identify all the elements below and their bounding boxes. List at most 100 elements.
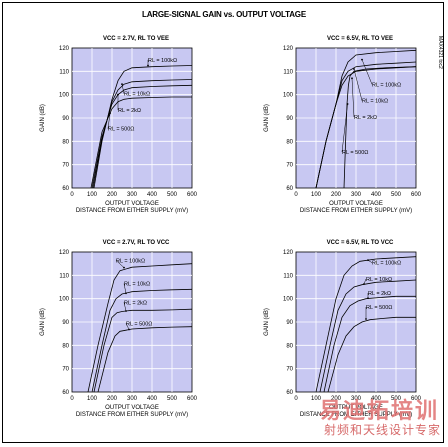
series-label: RL = 10kΩ: [366, 277, 392, 283]
y-tick-label: 80: [62, 139, 69, 145]
series-label: RL = 10kΩ: [124, 92, 150, 98]
x-axis-label-2: DISTANCE FROM EITHER SUPPLY (mV): [76, 412, 188, 418]
series-label: RL = 10kΩ: [124, 282, 150, 288]
x-axis-label-2: DISTANCE FROM EITHER SUPPLY (mV): [300, 208, 412, 214]
label-arrowhead: [128, 328, 130, 331]
label-arrowhead: [365, 318, 367, 320]
series-label: RL = 100kΩ: [372, 261, 401, 267]
series-label: RL = 100kΩ: [372, 82, 401, 88]
y-tick-label: 60: [62, 390, 69, 396]
series-label: RL = 100kΩ: [116, 258, 145, 264]
chart-title: VCC = 2.7V, RL TO VEE: [103, 36, 169, 42]
chart-bottom-left: VCC = 2.7V, RL TO VCC 0 100 200 300 400 500 600…: [40, 240, 198, 418]
series-line: [327, 316, 416, 392]
x-tick-label: 400: [371, 192, 382, 198]
chart-title: VCC = 6.5V, RL TO VEE: [327, 36, 393, 42]
y-tick-label: 100: [283, 297, 294, 303]
x-tick-label: 100: [311, 396, 322, 402]
x-axis-label-2: DISTANCE FROM EITHER SUPPLY (mV): [300, 412, 412, 418]
x-tick-label: 100: [87, 192, 98, 198]
x-tick-label: 400: [147, 192, 158, 198]
x-tick-label: 200: [107, 192, 118, 198]
y-axis-label: GAIN (dB): [40, 104, 46, 132]
figure-frame: [2, 2, 444, 443]
label-arrowhead: [367, 297, 369, 300]
y-tick-label: 110: [59, 69, 69, 75]
label-arrowhead: [125, 292, 127, 295]
x-tick-label: 200: [107, 396, 118, 402]
label-leader: [115, 260, 125, 268]
label-leader: [353, 68, 363, 101]
series-label: RL = 10kΩ: [362, 99, 388, 105]
y-tick-label: 120: [59, 46, 70, 52]
series-line: [97, 326, 192, 392]
x-tick-label: 500: [391, 396, 402, 402]
y-axis-label: GAIN (dB): [264, 308, 270, 336]
x-tick-label: 0: [294, 396, 298, 402]
label-arrowhead: [125, 310, 127, 312]
series-line: [87, 263, 192, 392]
x-tick-label: 200: [331, 396, 342, 402]
label-leader: [361, 59, 373, 85]
y-tick-label: 70: [62, 367, 69, 373]
label-leader: [121, 84, 125, 94]
y-tick-label: 100: [283, 93, 294, 99]
series-label: RL = 100kΩ: [148, 58, 177, 64]
x-tick-label: 100: [87, 396, 98, 402]
x-tick-label: 600: [411, 192, 422, 198]
series-line: [343, 66, 416, 188]
figure-title: LARGE-SIGNAL GAIN vs. OUTPUT VOLTAGE: [142, 10, 306, 19]
x-tick-label: 200: [331, 192, 342, 198]
label-leader: [125, 323, 130, 330]
label-arrowhead: [361, 58, 363, 61]
series-label: RL = 500Ω: [366, 305, 392, 311]
series-line: [93, 308, 192, 392]
y-axis-label: GAIN (dB): [264, 104, 270, 132]
x-tick-label: 0: [70, 396, 74, 402]
label-arrowhead: [109, 112, 111, 115]
label-arrowhead: [353, 68, 355, 70]
x-tick-label: 500: [391, 192, 402, 198]
x-axis-label: OUTPUT VOLTAGE: [329, 405, 383, 411]
x-tick-label: 600: [187, 396, 198, 402]
series-label: RL = 500Ω: [126, 321, 152, 327]
series-line: [90, 96, 192, 188]
label-arrowhead: [117, 93, 119, 96]
label-leader: [341, 103, 348, 153]
chart-bottom-right: VCC = 6.5V, RL TO VCC 0 100 200 300 400 500 600…: [264, 240, 422, 418]
y-tick-label: 110: [59, 273, 69, 279]
y-tick-label: 70: [286, 367, 293, 373]
chart-title: VCC = 2.7V, RL TO VCC: [103, 240, 170, 246]
watermark-logo-text: 易迪拓培训: [318, 398, 439, 423]
y-tick-label: 80: [62, 343, 69, 349]
x-tick-label: 0: [294, 192, 298, 198]
x-tick-label: 400: [147, 396, 158, 402]
series-label: RL = 2kΩ: [118, 108, 141, 114]
label-arrowhead: [123, 266, 125, 269]
y-tick-label: 120: [283, 250, 294, 256]
y-tick-label: 90: [62, 116, 69, 122]
y-tick-label: 60: [286, 390, 293, 396]
chart-title: VCC = 6.5V, RL TO VCC: [327, 240, 394, 246]
x-tick-label: 300: [127, 396, 138, 402]
y-tick-label: 120: [59, 250, 70, 256]
label-arrowhead: [346, 103, 349, 105]
series-line: [315, 256, 416, 392]
series-label: RL = 500Ω: [108, 127, 134, 133]
series-line: [315, 66, 416, 188]
y-tick-label: 100: [59, 93, 70, 99]
label-arrowhead: [367, 259, 369, 262]
x-axis-label: OUTPUT VOLTAGE: [105, 405, 159, 411]
watermark-slogan: 射频和天线设计专家: [323, 423, 441, 437]
x-tick-label: 500: [167, 192, 178, 198]
x-tick-label: 600: [187, 192, 198, 198]
x-axis-label-2: DISTANCE FROM EITHER SUPPLY (mV): [76, 208, 188, 214]
y-tick-label: 100: [59, 297, 70, 303]
label-leader: [123, 283, 127, 294]
y-tick-label: 90: [286, 116, 293, 122]
y-tick-label: 70: [62, 163, 69, 169]
y-tick-label: 60: [286, 186, 293, 192]
series-label: RL = 2kΩ: [124, 300, 147, 306]
chart-top-left: VCC = 2.7V, RL TO VEE 0 100 200 300 400 500 600…: [40, 36, 198, 214]
x-tick-label: 400: [371, 396, 382, 402]
